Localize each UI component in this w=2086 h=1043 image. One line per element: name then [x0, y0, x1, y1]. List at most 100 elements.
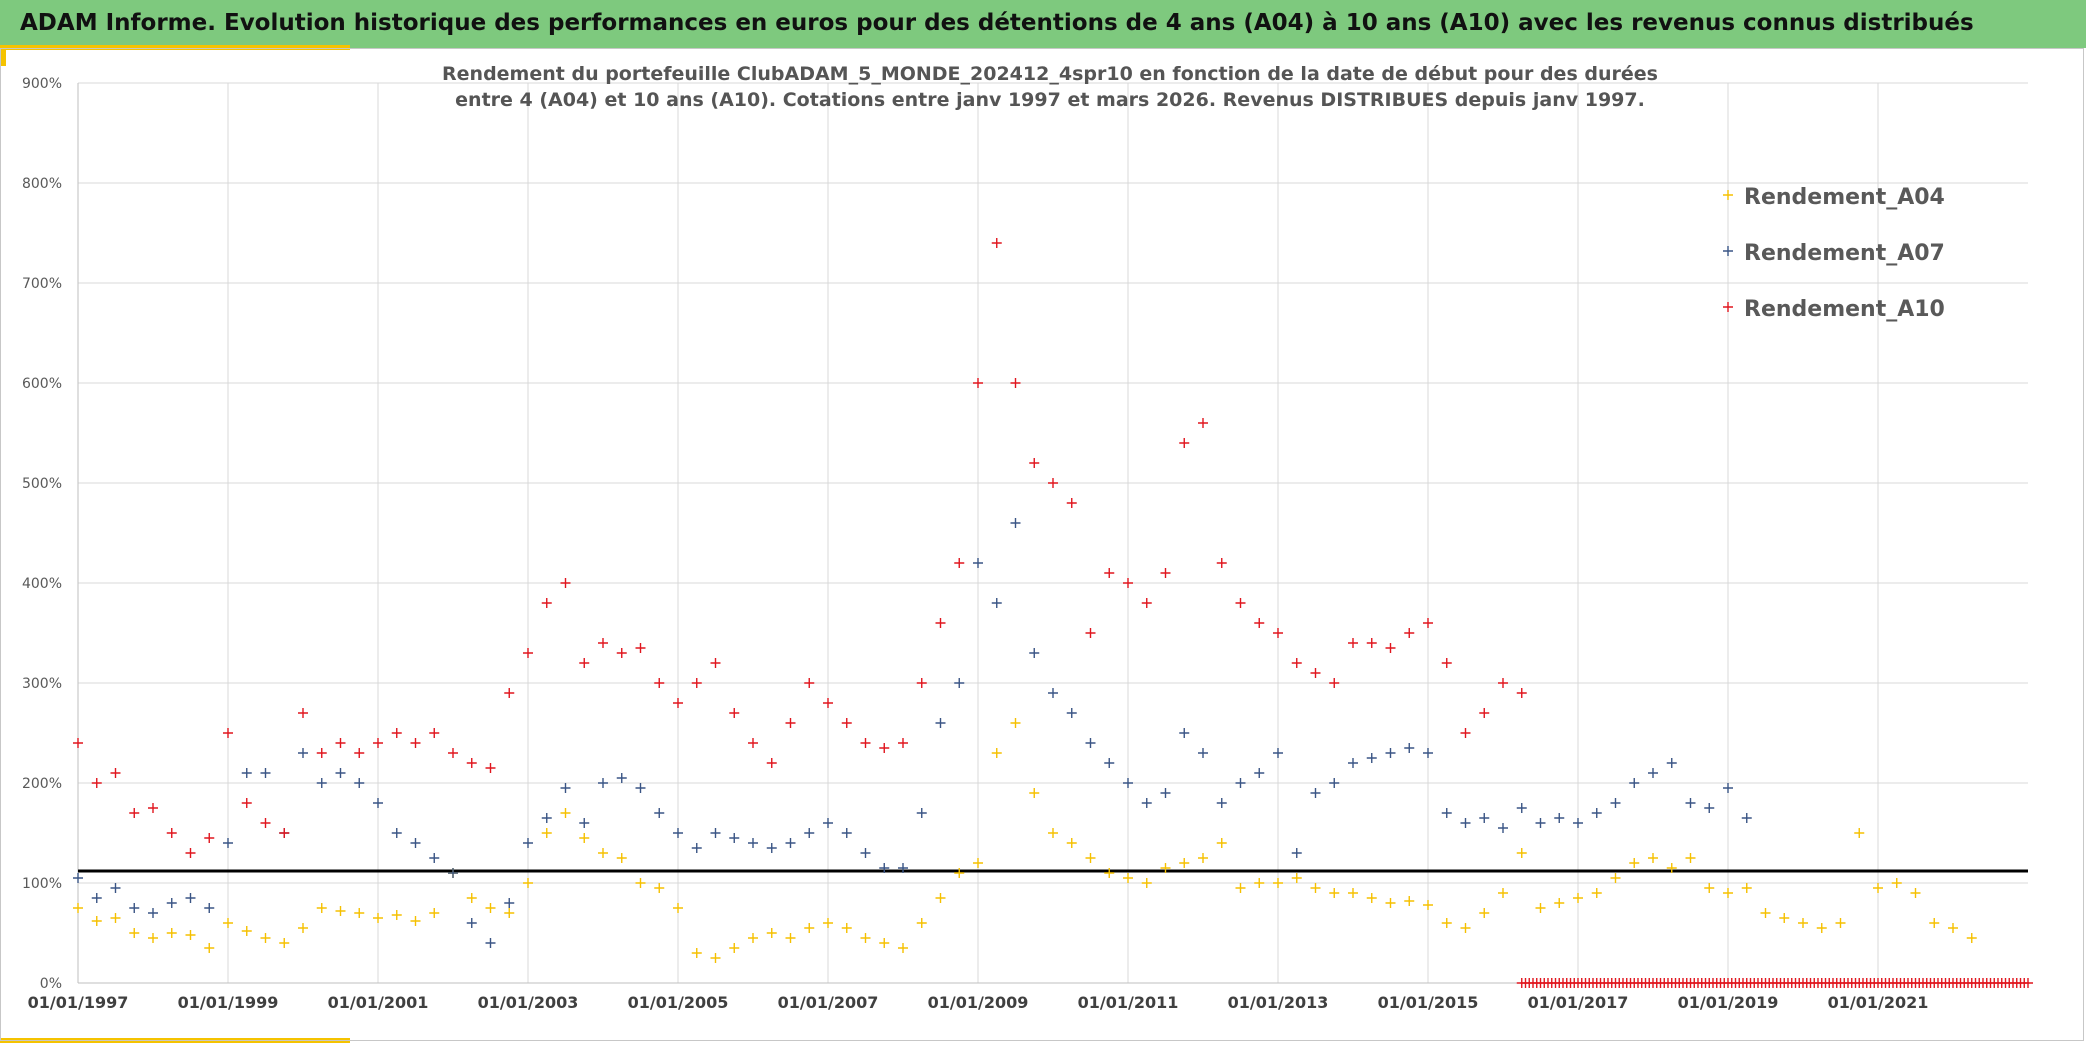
- data-point: [1029, 788, 1040, 798]
- data-point: [710, 658, 721, 668]
- data-point: [1498, 888, 1508, 898]
- data-point: [91, 778, 102, 788]
- data-point: [898, 943, 908, 953]
- data-point: [673, 828, 683, 838]
- data-point: [504, 688, 515, 698]
- data-point: [1329, 678, 1340, 688]
- data-point: [1441, 918, 1452, 928]
- data-point: [860, 848, 871, 858]
- data-point: [1179, 728, 1190, 738]
- data-point: [373, 798, 383, 808]
- data-point: [1554, 898, 1565, 908]
- baseline-marker-band: [1516, 978, 2033, 988]
- data-point: [1273, 878, 1283, 888]
- data-point: [335, 768, 346, 778]
- x-tick-label: 01/01/2011: [1078, 993, 1179, 1012]
- data-point: [429, 728, 440, 738]
- data-point: [935, 893, 946, 903]
- data-point: [354, 908, 365, 918]
- y-tick-label: 400%: [22, 576, 62, 592]
- data-point: [748, 838, 758, 848]
- legend-label: Rendement_A07: [1744, 241, 1945, 266]
- data-point: [185, 848, 196, 858]
- data-point: [1441, 658, 1452, 668]
- series-Rendement_A10: [73, 238, 1527, 858]
- data-point: [1141, 878, 1152, 888]
- data-point: [1873, 883, 1883, 893]
- data-point: [541, 598, 552, 608]
- data-point: [1104, 758, 1115, 768]
- data-point: [1741, 883, 1752, 893]
- data-point: [766, 928, 777, 938]
- data-point: [1404, 743, 1415, 753]
- data-point: [1385, 898, 1396, 908]
- data-point: [485, 938, 496, 948]
- data-point: [1085, 853, 1096, 863]
- data-point: [1610, 798, 1621, 808]
- data-point: [804, 828, 815, 838]
- data-point: [241, 926, 252, 936]
- data-point: [1048, 688, 1058, 698]
- data-point: [1723, 888, 1733, 898]
- data-point: [1423, 748, 1433, 758]
- data-point: [241, 768, 252, 778]
- data-point: [1085, 738, 1096, 748]
- data-point: [223, 838, 233, 848]
- data-point: [1516, 848, 1527, 858]
- data-point: [166, 928, 177, 938]
- data-point: [504, 898, 515, 908]
- data-points: [73, 238, 2033, 988]
- x-tick-label: 01/01/1999: [178, 993, 279, 1012]
- data-point: [1010, 378, 1021, 388]
- data-point: [185, 930, 196, 940]
- data-point: [316, 778, 327, 788]
- data-point: [804, 923, 815, 933]
- data-point: [1404, 896, 1415, 906]
- data-point: [1423, 900, 1433, 910]
- data-point: [110, 913, 121, 923]
- data-point: [1198, 748, 1208, 758]
- y-tick-label: 700%: [22, 276, 62, 292]
- data-point: [523, 878, 533, 888]
- data-point: [1460, 728, 1471, 738]
- data-point: [1929, 918, 1940, 928]
- data-point: [354, 778, 365, 788]
- data-point: [560, 783, 571, 793]
- data-point: [148, 908, 158, 918]
- data-point: [785, 718, 796, 728]
- data-point: [279, 938, 290, 948]
- data-point: [916, 678, 927, 688]
- data-point: [729, 708, 740, 718]
- data-point: [1179, 438, 1190, 448]
- data-point: [766, 758, 777, 768]
- chart-subtitle-line-1: Rendement du portefeuille ClubADAM_5_MON…: [442, 63, 1658, 85]
- data-point: [1329, 778, 1340, 788]
- data-point: [1123, 873, 1133, 883]
- data-point: [1704, 803, 1715, 813]
- data-point: [1591, 888, 1602, 898]
- data-point: [466, 893, 477, 903]
- data-point: [1629, 778, 1640, 788]
- data-point: [1535, 818, 1546, 828]
- data-point: [148, 933, 158, 943]
- data-point: [823, 918, 833, 928]
- data-point: [91, 916, 102, 926]
- data-point: [485, 763, 496, 773]
- y-axis-ticks: 0% 100% 200% 300% 400% 500% 600% 700% 800% 900%: [22, 76, 62, 992]
- data-point: [429, 853, 440, 863]
- accent-bar-top: [0, 45, 350, 50]
- data-point: [410, 916, 421, 926]
- data-point: [148, 803, 158, 813]
- data-point: [766, 843, 777, 853]
- data-point: [223, 918, 233, 928]
- data-point: [935, 718, 946, 728]
- data-point: [729, 833, 740, 843]
- data-point: [1160, 863, 1171, 873]
- data-point: [1066, 838, 1077, 848]
- data-point: [1573, 818, 1583, 828]
- y-tick-label: 500%: [22, 476, 62, 492]
- data-point: [241, 798, 252, 808]
- data-point: [973, 858, 983, 868]
- legend-label: Rendement_A10: [1744, 297, 1945, 322]
